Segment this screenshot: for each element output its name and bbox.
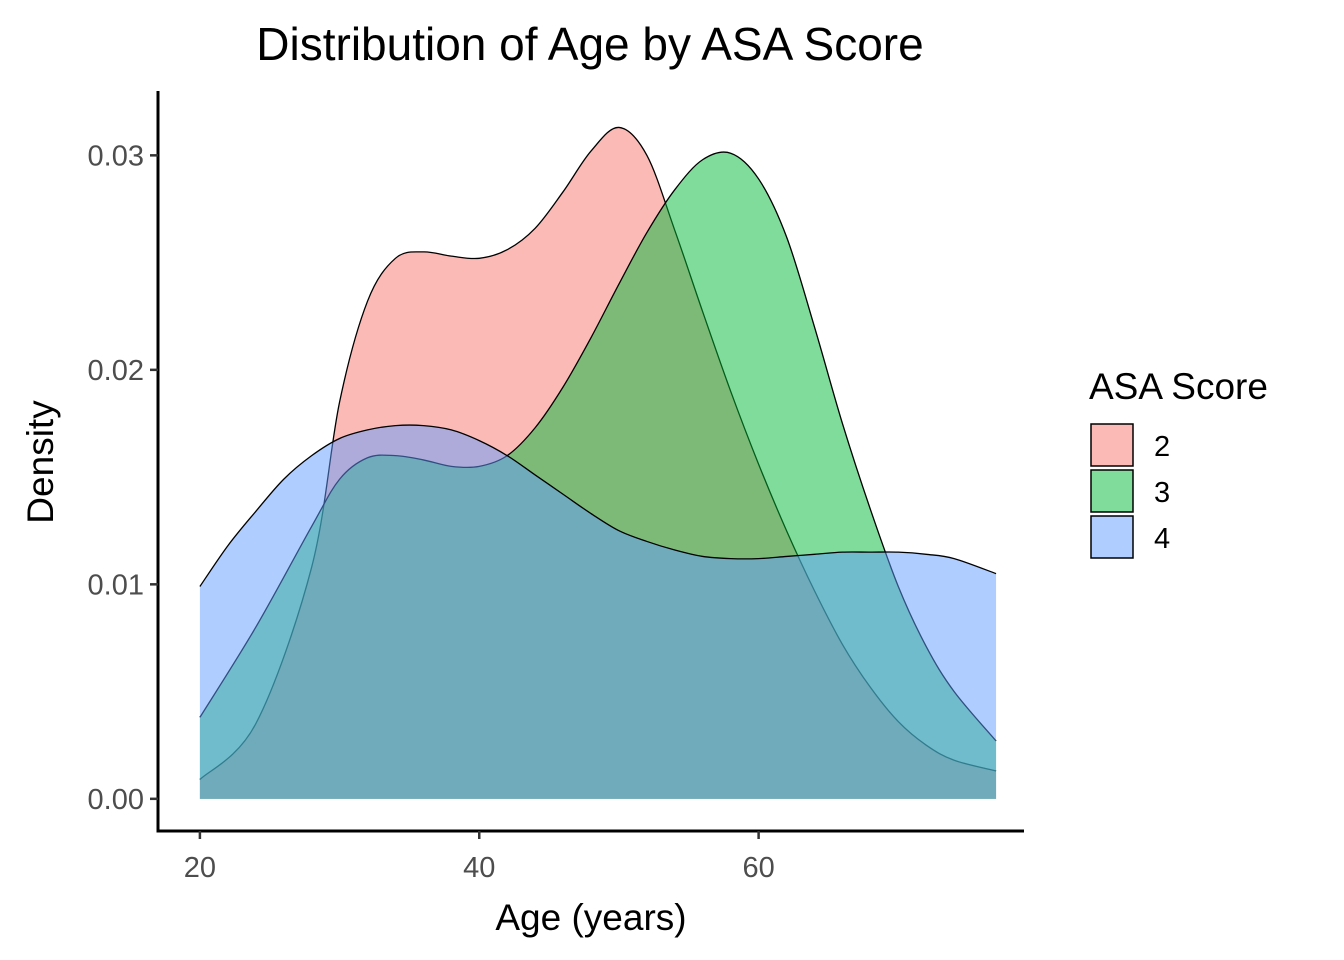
x-tick-label: 40 (463, 852, 495, 884)
density-areas (199, 126, 997, 799)
legend-label-asa-3: 3 (1154, 477, 1170, 509)
legend: ASA Score 2 3 4 (1089, 366, 1268, 559)
x-axis-title: Age (years) (495, 897, 686, 938)
density-area-asa-4 (199, 425, 997, 799)
y-tick-label: 0.01 (88, 569, 144, 601)
legend-title: ASA Score (1089, 366, 1268, 407)
legend-swatch-asa-4 (1090, 515, 1134, 559)
y-ticks: 0.00 0.01 0.02 0.03 (88, 140, 158, 816)
legend-label-asa-2: 2 (1154, 431, 1170, 463)
y-axis-title: Density (20, 400, 61, 524)
density-line-asa-4 (199, 424, 997, 587)
y-tick-label: 0.00 (88, 784, 144, 816)
chart-title: Distribution of Age by ASA Score (256, 18, 923, 70)
y-tick-label: 0.03 (88, 140, 144, 172)
x-tick-label: 60 (742, 852, 774, 884)
legend-swatch-asa-3 (1090, 469, 1134, 513)
legend-swatch-asa-2 (1090, 423, 1134, 467)
y-tick-label: 0.02 (88, 355, 144, 387)
legend-label-asa-4: 4 (1154, 523, 1170, 555)
legend-items: 2 3 4 (1090, 423, 1170, 559)
axes (156, 91, 1024, 833)
x-ticks: 20 40 60 (184, 831, 775, 884)
x-tick-label: 20 (184, 852, 216, 884)
